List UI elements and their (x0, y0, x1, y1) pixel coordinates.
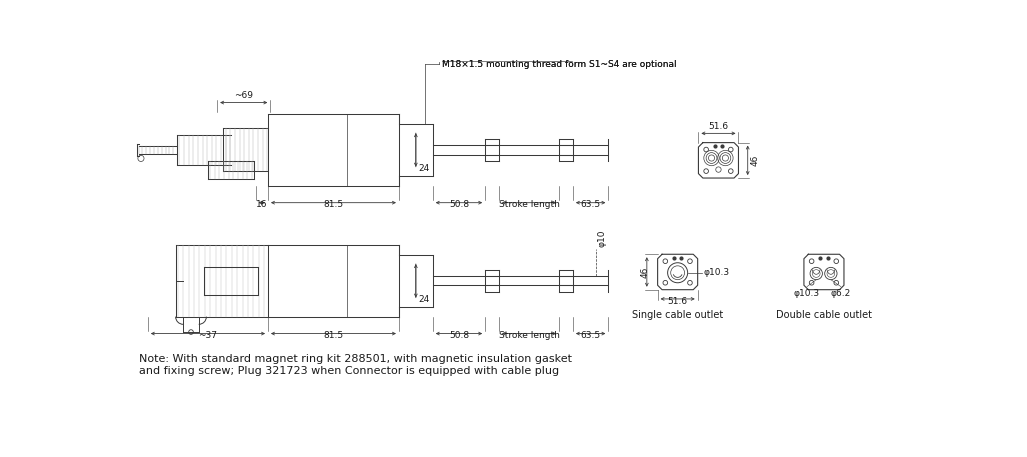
Text: Single cable outlet: Single cable outlet (632, 310, 723, 320)
Text: 63.5: 63.5 (580, 331, 601, 340)
Text: Note: With standard magnet ring kit 288501, with magnetic insulation gasket
and : Note: With standard magnet ring kit 2885… (139, 354, 572, 376)
Text: ~69: ~69 (234, 91, 254, 100)
Text: Stroke length: Stroke length (498, 331, 560, 340)
Text: M18×1.5 mounting thread form S1~S4 are optional: M18×1.5 mounting thread form S1~S4 are o… (442, 60, 677, 69)
Text: 51.6: 51.6 (709, 122, 728, 131)
Text: φ10.3: φ10.3 (703, 268, 729, 277)
Text: 24: 24 (418, 295, 429, 304)
Text: Double cable outlet: Double cable outlet (776, 310, 872, 320)
Text: Stroke length: Stroke length (498, 200, 560, 209)
Text: φ10: φ10 (598, 229, 607, 247)
Text: M18×1.5 mounting thread form S1~S4 are optional: M18×1.5 mounting thread form S1~S4 are o… (442, 60, 677, 69)
Text: 46: 46 (641, 266, 650, 278)
Text: 50.8: 50.8 (449, 331, 469, 340)
Text: φ6.2: φ6.2 (831, 289, 851, 298)
Text: 16: 16 (256, 200, 268, 209)
Text: 81.5: 81.5 (324, 331, 343, 340)
Text: 46: 46 (751, 154, 760, 166)
Text: 24: 24 (418, 165, 429, 173)
Text: 50.8: 50.8 (449, 200, 469, 209)
Text: 63.5: 63.5 (580, 200, 601, 209)
Text: 81.5: 81.5 (324, 200, 343, 209)
Text: 51.6: 51.6 (668, 297, 688, 306)
Text: φ10.3: φ10.3 (794, 289, 821, 298)
Text: ~37: ~37 (198, 331, 218, 340)
